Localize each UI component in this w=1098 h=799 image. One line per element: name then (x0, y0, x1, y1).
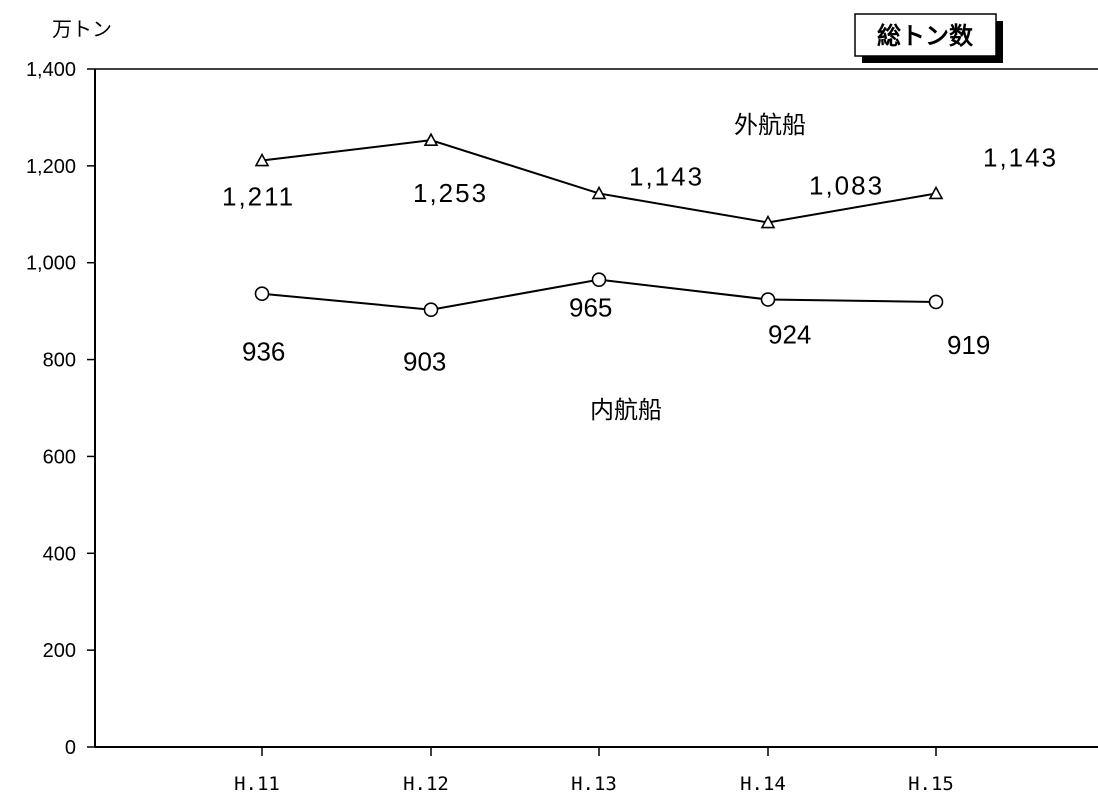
title-box-frame (854, 13, 997, 57)
y-tick-label: 600 (43, 446, 76, 468)
series-name-outer: 外航船 (734, 111, 806, 139)
triangle-marker (928, 185, 944, 200)
y-tick-label: 1,000 (26, 253, 76, 275)
y-axis-ticks: 0 200 400 600 800 1,000 1,200 1,400 (26, 59, 95, 759)
x-tick-label: H.15 (908, 773, 954, 795)
series-name-inner: 内航船 (590, 396, 662, 424)
data-label: 1,083 (809, 171, 884, 201)
chart-title-box: 総トン数 (854, 13, 1003, 63)
x-axis-ticks: H.11 H.12 H.13 H.14 H.15 (234, 747, 954, 795)
y-tick-label: 200 (43, 640, 76, 662)
data-label: 919 (947, 330, 990, 360)
triangle-marker (760, 214, 776, 229)
triangle-marker (591, 185, 607, 200)
data-label: 1,253 (413, 178, 488, 208)
triangle-marker (423, 132, 439, 146)
circle-marker (591, 272, 607, 287)
data-label: 903 (403, 347, 446, 377)
data-label: 1,143 (983, 142, 1058, 172)
data-label: 924 (768, 320, 811, 350)
data-label: 1,211 (222, 182, 295, 212)
y-axis-unit-label: 万トン (52, 17, 112, 41)
triangle-marker (254, 152, 270, 167)
circle-marker (254, 286, 270, 302)
y-tick-label: 1,400 (26, 59, 76, 81)
series-layer (254, 132, 944, 317)
x-tick-label: H.11 (234, 773, 280, 795)
y-tick-label: 1,200 (26, 156, 76, 178)
circle-marker (423, 302, 439, 317)
x-tick-label: H.13 (571, 773, 617, 795)
chart-title: 総トン数 (877, 22, 974, 50)
data-label: 965 (569, 293, 612, 323)
data-label: 936 (242, 337, 285, 367)
x-tick-label: H.12 (403, 773, 449, 795)
y-tick-label: 400 (43, 543, 76, 565)
y-tick-label: 800 (43, 350, 76, 372)
data-labels: 1,211 1,253 1,143 1,083 1,143 936 903 965 924 919 (222, 142, 1058, 377)
y-tick-label: 0 (65, 737, 76, 759)
x-tick-label: H.14 (740, 773, 786, 795)
circle-marker (760, 292, 776, 307)
circle-marker (928, 294, 944, 310)
data-label: 1,143 (629, 161, 704, 191)
